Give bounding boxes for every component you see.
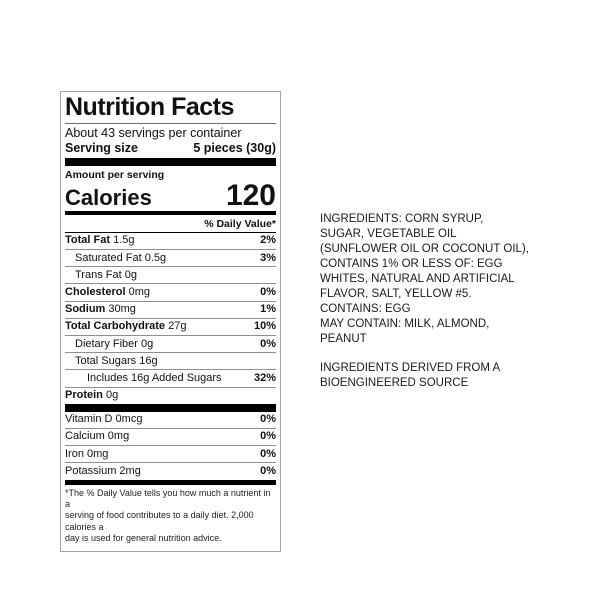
- table-row: Calcium 0mg 0%: [65, 429, 276, 447]
- table-row: Total Carbohydrate 27g 10%: [65, 319, 276, 337]
- ingredients-text: INGREDIENTS: CORN SYRUP, SUGAR, VEGETABL…: [320, 213, 529, 345]
- nutrient-rows: Total Fat 1.5g 2% Saturated Fat 0.5g 3% …: [65, 233, 276, 404]
- daily-value-header: % Daily Value*: [65, 215, 276, 233]
- nutrient-name-amount: Total Fat 1.5g: [65, 234, 135, 247]
- nutrient-name-amount: Total Carbohydrate 27g: [65, 320, 187, 333]
- vitamin-name-amount: Iron 0mg: [65, 447, 109, 460]
- nutrient-name-amount: Total Sugars 16g: [75, 354, 158, 367]
- table-row: Saturated Fat 0.5g 3%: [65, 250, 276, 268]
- nutrition-facts-label: Nutrition Facts About 43 servings per co…: [60, 91, 281, 552]
- nutrient-name-amount: Includes 16g Added Sugars: [87, 371, 222, 384]
- footnote-divider-bar: [65, 479, 276, 485]
- nutrient-pct: 2%: [260, 234, 276, 247]
- calories-row: Calories 120: [65, 178, 276, 212]
- vitamin-name-amount: Calcium 0mg: [65, 430, 130, 443]
- nutrient-pct: 1%: [260, 303, 276, 316]
- table-row: Vitamin D 0mcg 0%: [65, 412, 276, 429]
- table-row: Total Sugars 16g: [65, 353, 276, 371]
- table-row: Iron 0mg 0%: [65, 446, 276, 464]
- serving-size-label: Serving size: [65, 141, 138, 156]
- vitamin-pct: 0%: [260, 447, 276, 460]
- servings-per-container: About 43 servings per container: [65, 126, 242, 140]
- nutrient-pct: 32%: [253, 371, 276, 384]
- vitamin-pct: 0%: [260, 413, 276, 426]
- nutrient-pct: 0%: [260, 285, 276, 298]
- table-row: Sodium 30mg 1%: [65, 302, 276, 319]
- vitamin-name-amount: Potassium 2mg: [65, 464, 141, 477]
- table-row: Dietary Fiber 0g 0%: [65, 336, 276, 354]
- serving-size-value: 5 pieces (30g): [193, 141, 276, 156]
- amount-per-serving-label: Amount per serving: [65, 169, 165, 182]
- nutrient-name-amount: Cholesterol 0mg: [65, 285, 150, 298]
- nutrient-name-amount: Protein 0g: [65, 389, 119, 402]
- vitamin-rows: Vitamin D 0mcg 0% Calcium 0mg 0% Iron 0m…: [65, 412, 276, 480]
- table-row: Cholesterol 0mg 0%: [65, 284, 276, 302]
- nutrient-name-amount: Trans Fat 0g: [75, 268, 137, 281]
- table-row: Trans Fat 0g: [65, 267, 276, 285]
- nutrient-name-amount: Saturated Fat 0.5g: [75, 251, 167, 264]
- table-row: Potassium 2mg 0%: [65, 463, 276, 479]
- vitamin-name-amount: Vitamin D 0mcg: [65, 413, 143, 426]
- nutrition-facts-title: Nutrition Facts: [65, 94, 276, 124]
- nutrient-pct: 0%: [260, 337, 276, 350]
- nutrient-pct: 10%: [253, 320, 276, 333]
- ingredients-block: INGREDIENTS: CORN SYRUP, SUGAR, VEGETABL…: [320, 212, 558, 391]
- table-row: Protein 0g: [65, 388, 276, 404]
- nutrient-pct: 3%: [260, 251, 276, 264]
- daily-value-footnote: *The % Daily Value tells you how much a …: [65, 487, 271, 544]
- calories-label: Calories: [65, 184, 152, 210]
- vitamin-pct: 0%: [260, 464, 276, 477]
- thick-divider-bar: [65, 158, 276, 167]
- vitamin-pct: 0%: [260, 430, 276, 443]
- thick-divider-bar: [65, 403, 276, 412]
- nutrient-name-amount: Dietary Fiber 0g: [75, 337, 154, 350]
- table-row: Total Fat 1.5g 2%: [65, 233, 276, 251]
- serving-size-row: Serving size 5 pieces (30g): [65, 140, 276, 158]
- table-row: Includes 16g Added Sugars 32%: [65, 370, 276, 388]
- medium-divider-bar: [65, 210, 276, 215]
- nutrient-name-amount: Sodium 30mg: [65, 303, 136, 316]
- calories-value: 120: [225, 178, 276, 212]
- bioengineered-statement: INGREDIENTS DERIVED FROM A BIOENGINEERED…: [320, 362, 501, 389]
